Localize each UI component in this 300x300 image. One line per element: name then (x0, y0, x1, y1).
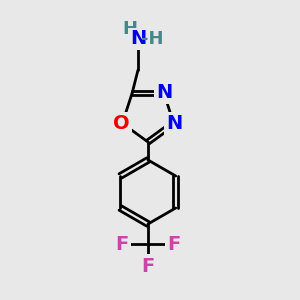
Text: N: N (130, 29, 146, 49)
Text: -H: -H (141, 30, 163, 48)
Text: N: N (167, 114, 183, 133)
Text: F: F (167, 235, 181, 254)
Text: H: H (122, 20, 137, 38)
Text: O: O (113, 114, 130, 133)
Text: N: N (157, 83, 173, 102)
Text: F: F (116, 235, 129, 254)
Text: F: F (141, 256, 154, 275)
